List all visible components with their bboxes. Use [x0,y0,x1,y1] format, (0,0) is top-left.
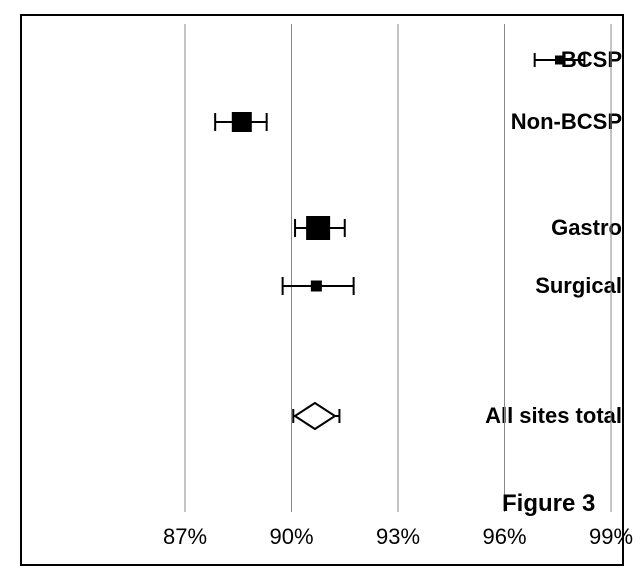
row-bcsp [535,53,585,67]
row-allsites [293,403,339,429]
summary-diamond [295,403,335,429]
figure-stage: BCSPNon-BCSPGastroSurgicalAll sites tota… [0,0,640,584]
x-tick-label: 87% [163,524,207,549]
x-tick-label: 93% [376,524,420,549]
figure-caption: Figure 3 [502,490,595,518]
chart-panel: BCSPNon-BCSPGastroSurgicalAll sites tota… [20,14,624,566]
gridlines [185,24,611,512]
point-marker [306,216,330,240]
forest-plot-svg: 87%90%93%96%99% [185,24,611,512]
x-axis-ticks: 87% 90% 93% 96% 99% [163,524,633,549]
row-nonbcsp [215,112,266,132]
x-tick-label: 90% [269,524,313,549]
point-marker [232,112,252,132]
x-tick-label: 96% [482,524,526,549]
x-tick-label: 99% [589,524,633,549]
row-surgical [283,277,354,295]
point-marker [555,56,564,65]
row-gastro [295,216,345,240]
point-marker [311,281,322,292]
